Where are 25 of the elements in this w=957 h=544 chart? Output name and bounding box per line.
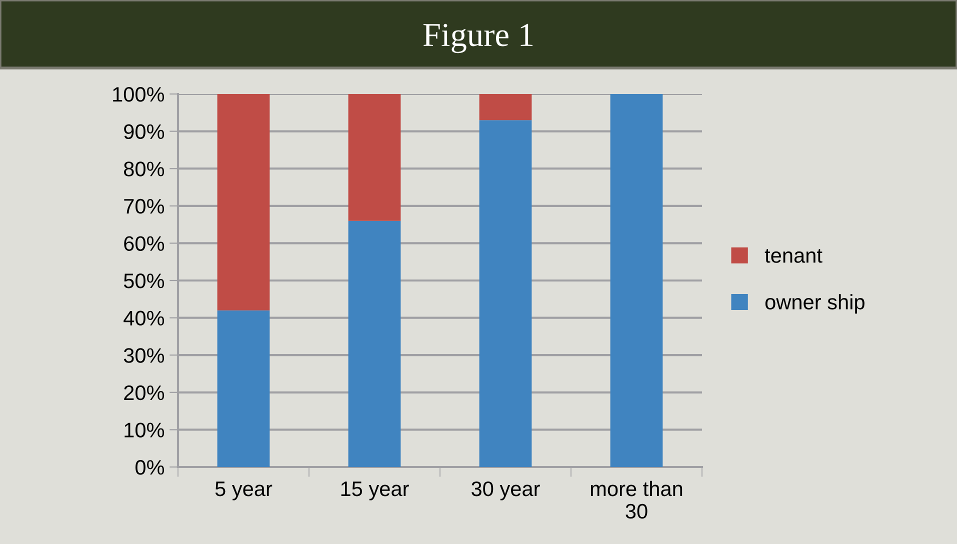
- y-tick-label: 90%: [124, 124, 164, 140]
- y-tick-label: 70%: [124, 198, 164, 214]
- x-tick-label: 5 year: [215, 482, 272, 500]
- x-tick-label: 30 year: [472, 481, 540, 500]
- legend-label: owner ship: [765, 294, 864, 314]
- chart-title: Figure 1: [423, 24, 533, 54]
- bar: [348, 220, 401, 467]
- bar: [610, 94, 663, 467]
- bar: [217, 94, 270, 310]
- y-tick-label: 30%: [124, 348, 164, 363]
- y-tick-label: 0%: [136, 460, 164, 475]
- y-tick-label: 10%: [124, 422, 164, 438]
- y-tick-label: 80%: [124, 162, 164, 176]
- y-tick-label: 40%: [124, 310, 164, 326]
- bar: [217, 310, 270, 467]
- bar: [479, 120, 532, 467]
- x-tick-label: 15 year: [341, 482, 409, 500]
- legend-label: tenant: [764, 249, 822, 263]
- y-tick-label: 60%: [124, 236, 164, 251]
- y-tick-label: 50%: [124, 274, 164, 288]
- y-tick-label: 20%: [124, 385, 164, 400]
- bar: [348, 94, 401, 221]
- x-tick-label: more than 30: [590, 480, 682, 519]
- y-tick-label: 100%: [113, 87, 164, 102]
- bar: [479, 94, 532, 120]
